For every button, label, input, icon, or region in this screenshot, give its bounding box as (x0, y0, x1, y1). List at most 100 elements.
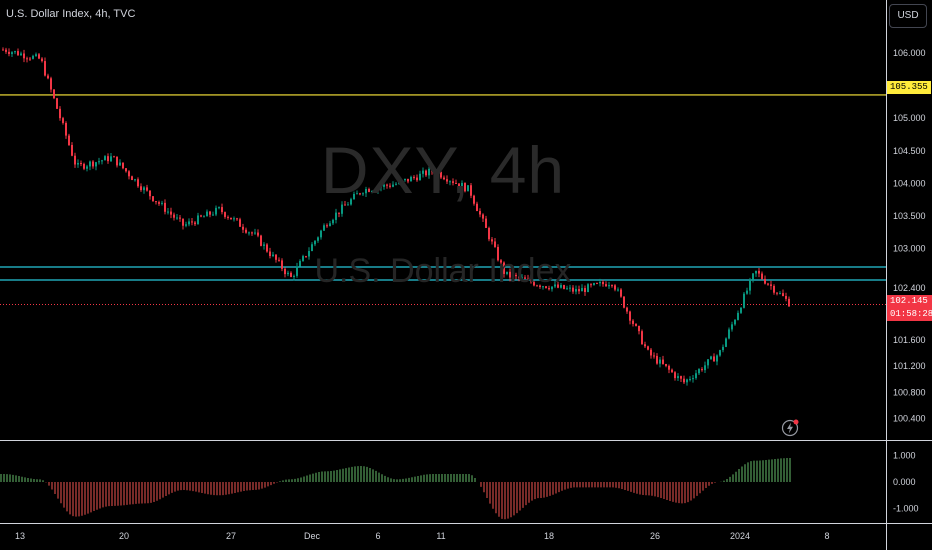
candle-body (476, 203, 478, 212)
candle-body (590, 284, 592, 286)
candle-body (569, 287, 571, 289)
candle-body (251, 232, 253, 234)
lightning-alert-icon[interactable] (781, 419, 799, 437)
currency-button[interactable]: USD (889, 4, 927, 28)
candle-body (470, 185, 472, 196)
candle-body (719, 350, 721, 356)
candle-body (314, 240, 316, 245)
horizontal-line-price-tag: 105.355 (887, 81, 931, 94)
candle-body (686, 379, 688, 383)
candle-body (515, 274, 517, 277)
candle-body (347, 204, 349, 206)
oscillator-series (0, 458, 791, 520)
candle-body (290, 272, 292, 277)
candle-body (728, 329, 730, 339)
candle-body (758, 270, 760, 274)
time-axis[interactable]: 13 20 27 Dec 6 11 18 26 2024 8 (15, 531, 830, 541)
candle-body (779, 293, 781, 295)
candle-body (353, 193, 355, 200)
candle-body (8, 51, 10, 54)
candle-body (53, 89, 55, 99)
candle-body (509, 271, 511, 278)
candle-body (461, 182, 463, 188)
time-tick-label: 8 (824, 531, 829, 541)
candle-body (65, 122, 67, 136)
candle-body (629, 311, 631, 321)
candle-body (389, 185, 391, 187)
candle-body (365, 188, 367, 194)
candle-body (125, 168, 127, 172)
candle-body (209, 211, 211, 215)
candle-body (326, 225, 328, 227)
candle-body (503, 262, 505, 274)
candle-body (95, 162, 97, 167)
candle-body (332, 219, 334, 224)
candle-body (299, 260, 301, 267)
candle-body (623, 296, 625, 308)
candle-body (356, 193, 358, 195)
candle-body (38, 54, 40, 59)
candle-body (218, 207, 220, 209)
candle-body (17, 51, 19, 56)
price-tick-label: 102.400 (893, 283, 926, 293)
candle-body (86, 166, 88, 169)
candle-body (281, 260, 283, 269)
symbol-title[interactable]: U.S. Dollar Index, 4h, TVC (6, 8, 136, 20)
candle-body (47, 75, 49, 79)
candle-body (773, 285, 775, 293)
candle-body (212, 214, 214, 216)
time-tick-label: 2024 (730, 531, 750, 541)
candle-body (392, 184, 394, 187)
candle-body (191, 221, 193, 223)
candle-body (572, 287, 574, 292)
oscillator-tick-label: 0.000 (893, 477, 916, 487)
candle-body (92, 161, 94, 167)
candle-body (89, 161, 91, 167)
candle-body (722, 346, 724, 351)
candle-body (197, 215, 199, 225)
candle-body (341, 204, 343, 214)
watermark-name: U.S. Dollar Index (314, 252, 572, 290)
candle-body (611, 285, 613, 287)
candle-body (575, 289, 577, 292)
candle-body (317, 237, 319, 241)
candle-body (362, 193, 364, 195)
candle-body (740, 307, 742, 313)
candle-body (458, 183, 460, 188)
price-tick-label: 104.000 (893, 178, 926, 188)
candle-body (587, 284, 589, 292)
candle-body (260, 235, 262, 246)
candle-body (98, 161, 100, 163)
time-tick-label: 26 (650, 531, 660, 541)
candle-body (221, 207, 223, 213)
candle-body (338, 212, 340, 214)
candle-body (107, 156, 109, 162)
candle-body (155, 201, 157, 203)
candle-body (491, 239, 493, 242)
candle-body (650, 349, 652, 356)
candle-body (377, 187, 379, 191)
candle-body (329, 223, 331, 227)
candle-body (689, 379, 691, 381)
candle-body (692, 378, 694, 380)
candle-body (431, 168, 433, 172)
candle-body (41, 58, 43, 62)
candle-body (158, 202, 160, 204)
candle-body (479, 211, 481, 215)
candle-body (380, 186, 382, 188)
price-tick-label: 104.500 (893, 146, 926, 156)
candle-body (167, 211, 169, 213)
candle-body (707, 359, 709, 366)
candle-body (215, 207, 217, 215)
candle-body (308, 251, 310, 257)
candle-body (482, 214, 484, 219)
candle-body (785, 295, 787, 299)
candle-body (743, 293, 745, 308)
candle-body (404, 178, 406, 181)
price-axis[interactable]: 106.000105.500105.000104.500104.000103.5… (893, 48, 926, 424)
candle-body (464, 182, 466, 192)
price-tick-label: 105.000 (893, 113, 926, 123)
candle-body (566, 288, 568, 290)
candle-body (230, 217, 232, 220)
